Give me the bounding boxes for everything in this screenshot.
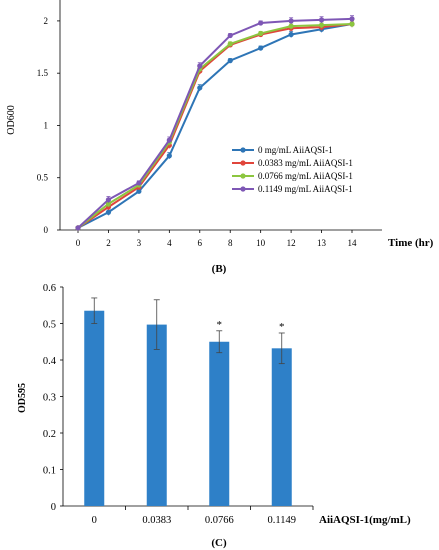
data-point bbox=[258, 20, 264, 26]
y-axis-label: OD595 bbox=[17, 383, 28, 413]
y-tick-label: 0.1 bbox=[43, 466, 56, 477]
series-line bbox=[77, 17, 353, 229]
series-2 bbox=[75, 20, 355, 231]
legend-entry: 0.0383 mg/mL AiiAQSI-1 bbox=[258, 158, 353, 168]
data-point bbox=[197, 85, 203, 91]
data-point bbox=[227, 32, 233, 39]
x-tick-label: 14 bbox=[348, 238, 358, 248]
legend-swatch-marker bbox=[240, 147, 246, 153]
y-tick-label: 0.5 bbox=[37, 173, 49, 183]
y-tick-label: 2 bbox=[44, 16, 49, 26]
data-point bbox=[318, 17, 325, 23]
data-point bbox=[105, 201, 112, 207]
x-axis-label: AiiAQSI-1(mg/mL) bbox=[319, 514, 411, 526]
legend-swatch-marker bbox=[240, 186, 246, 192]
legend-swatch-marker bbox=[240, 173, 246, 179]
data-point bbox=[227, 58, 233, 64]
y-tick-label: 0.2 bbox=[43, 429, 56, 440]
x-tick-label: 4 bbox=[167, 238, 172, 248]
bar bbox=[209, 341, 230, 506]
data-point bbox=[105, 197, 112, 203]
series-line bbox=[77, 23, 353, 229]
data-point bbox=[105, 209, 112, 215]
growth-curve-chart: OD600 Time (hr) 0 0.5 1 1.5 2 0 2 3 4 6 8 10 12 13 14… bbox=[6, 0, 434, 249]
bar bbox=[271, 348, 292, 506]
x-tick-label: 12 bbox=[287, 238, 296, 248]
panel-label-c: (C) bbox=[211, 537, 227, 549]
bar bbox=[84, 310, 105, 506]
panel-label-b: (B) bbox=[212, 263, 227, 275]
legend-entry: 0.0766 mg/mL AiiAQSI-1 bbox=[258, 171, 353, 181]
x-axis-label: Time (hr) bbox=[388, 237, 434, 249]
y-tick-label: 0.6 bbox=[43, 283, 56, 294]
data-point bbox=[166, 137, 172, 143]
data-point bbox=[288, 18, 294, 24]
y-tick-label: 0.3 bbox=[43, 393, 56, 404]
x-tick-label: 13 bbox=[317, 238, 327, 248]
y-tick-label: 1.5 bbox=[37, 68, 49, 78]
data-point bbox=[288, 23, 294, 29]
data-point bbox=[227, 41, 233, 47]
data-point bbox=[75, 225, 81, 231]
legend-swatch-marker bbox=[240, 160, 246, 166]
data-point bbox=[288, 31, 294, 38]
data-point bbox=[318, 22, 325, 28]
x-tick-label: 0.0766 bbox=[205, 515, 234, 526]
data-point bbox=[349, 16, 355, 22]
data-point bbox=[258, 30, 264, 37]
bar bbox=[146, 324, 167, 506]
y-tick-label: 1 bbox=[44, 120, 49, 130]
x-tick-label: 0.0383 bbox=[142, 515, 171, 526]
x-tick-label: 6 bbox=[198, 238, 203, 248]
series-3 bbox=[75, 15, 355, 231]
x-tick-label: 0 bbox=[92, 515, 97, 526]
x-tick-label: 8 bbox=[228, 238, 233, 248]
x-tick-label: 10 bbox=[256, 238, 266, 248]
y-tick-label: 0 bbox=[44, 225, 49, 235]
y-tick-label: 0.4 bbox=[43, 356, 57, 367]
significance-marker: * bbox=[217, 319, 223, 331]
legend-entry: 0 mg/mL AiiAQSI-1 bbox=[258, 145, 333, 155]
y-axis-label: OD600 bbox=[6, 105, 17, 134]
y-tick-label: 0.5 bbox=[43, 320, 56, 331]
data-point bbox=[136, 180, 142, 186]
data-point bbox=[166, 153, 172, 159]
od595-bar-chart: OD595 AiiAQSI-1(mg/mL) 0 0.1 0.2 0.3 0.4 0.5 0… bbox=[17, 283, 411, 526]
series-line bbox=[77, 23, 353, 229]
x-tick-label: 0.1149 bbox=[268, 515, 297, 526]
x-tick-label: 2 bbox=[106, 238, 111, 248]
x-tick-label: 0 bbox=[76, 238, 81, 248]
y-tick-label: 0 bbox=[51, 502, 56, 513]
significance-marker: * bbox=[279, 321, 285, 333]
series-line bbox=[77, 23, 353, 229]
data-point bbox=[258, 45, 264, 51]
data-point bbox=[349, 21, 355, 27]
legend-entry: 0.1149 mg/mL AiiAQSI-1 bbox=[258, 184, 353, 194]
data-point bbox=[197, 63, 203, 69]
x-tick-label: 3 bbox=[137, 238, 142, 248]
series-0 bbox=[75, 20, 355, 231]
data-point bbox=[136, 188, 142, 194]
